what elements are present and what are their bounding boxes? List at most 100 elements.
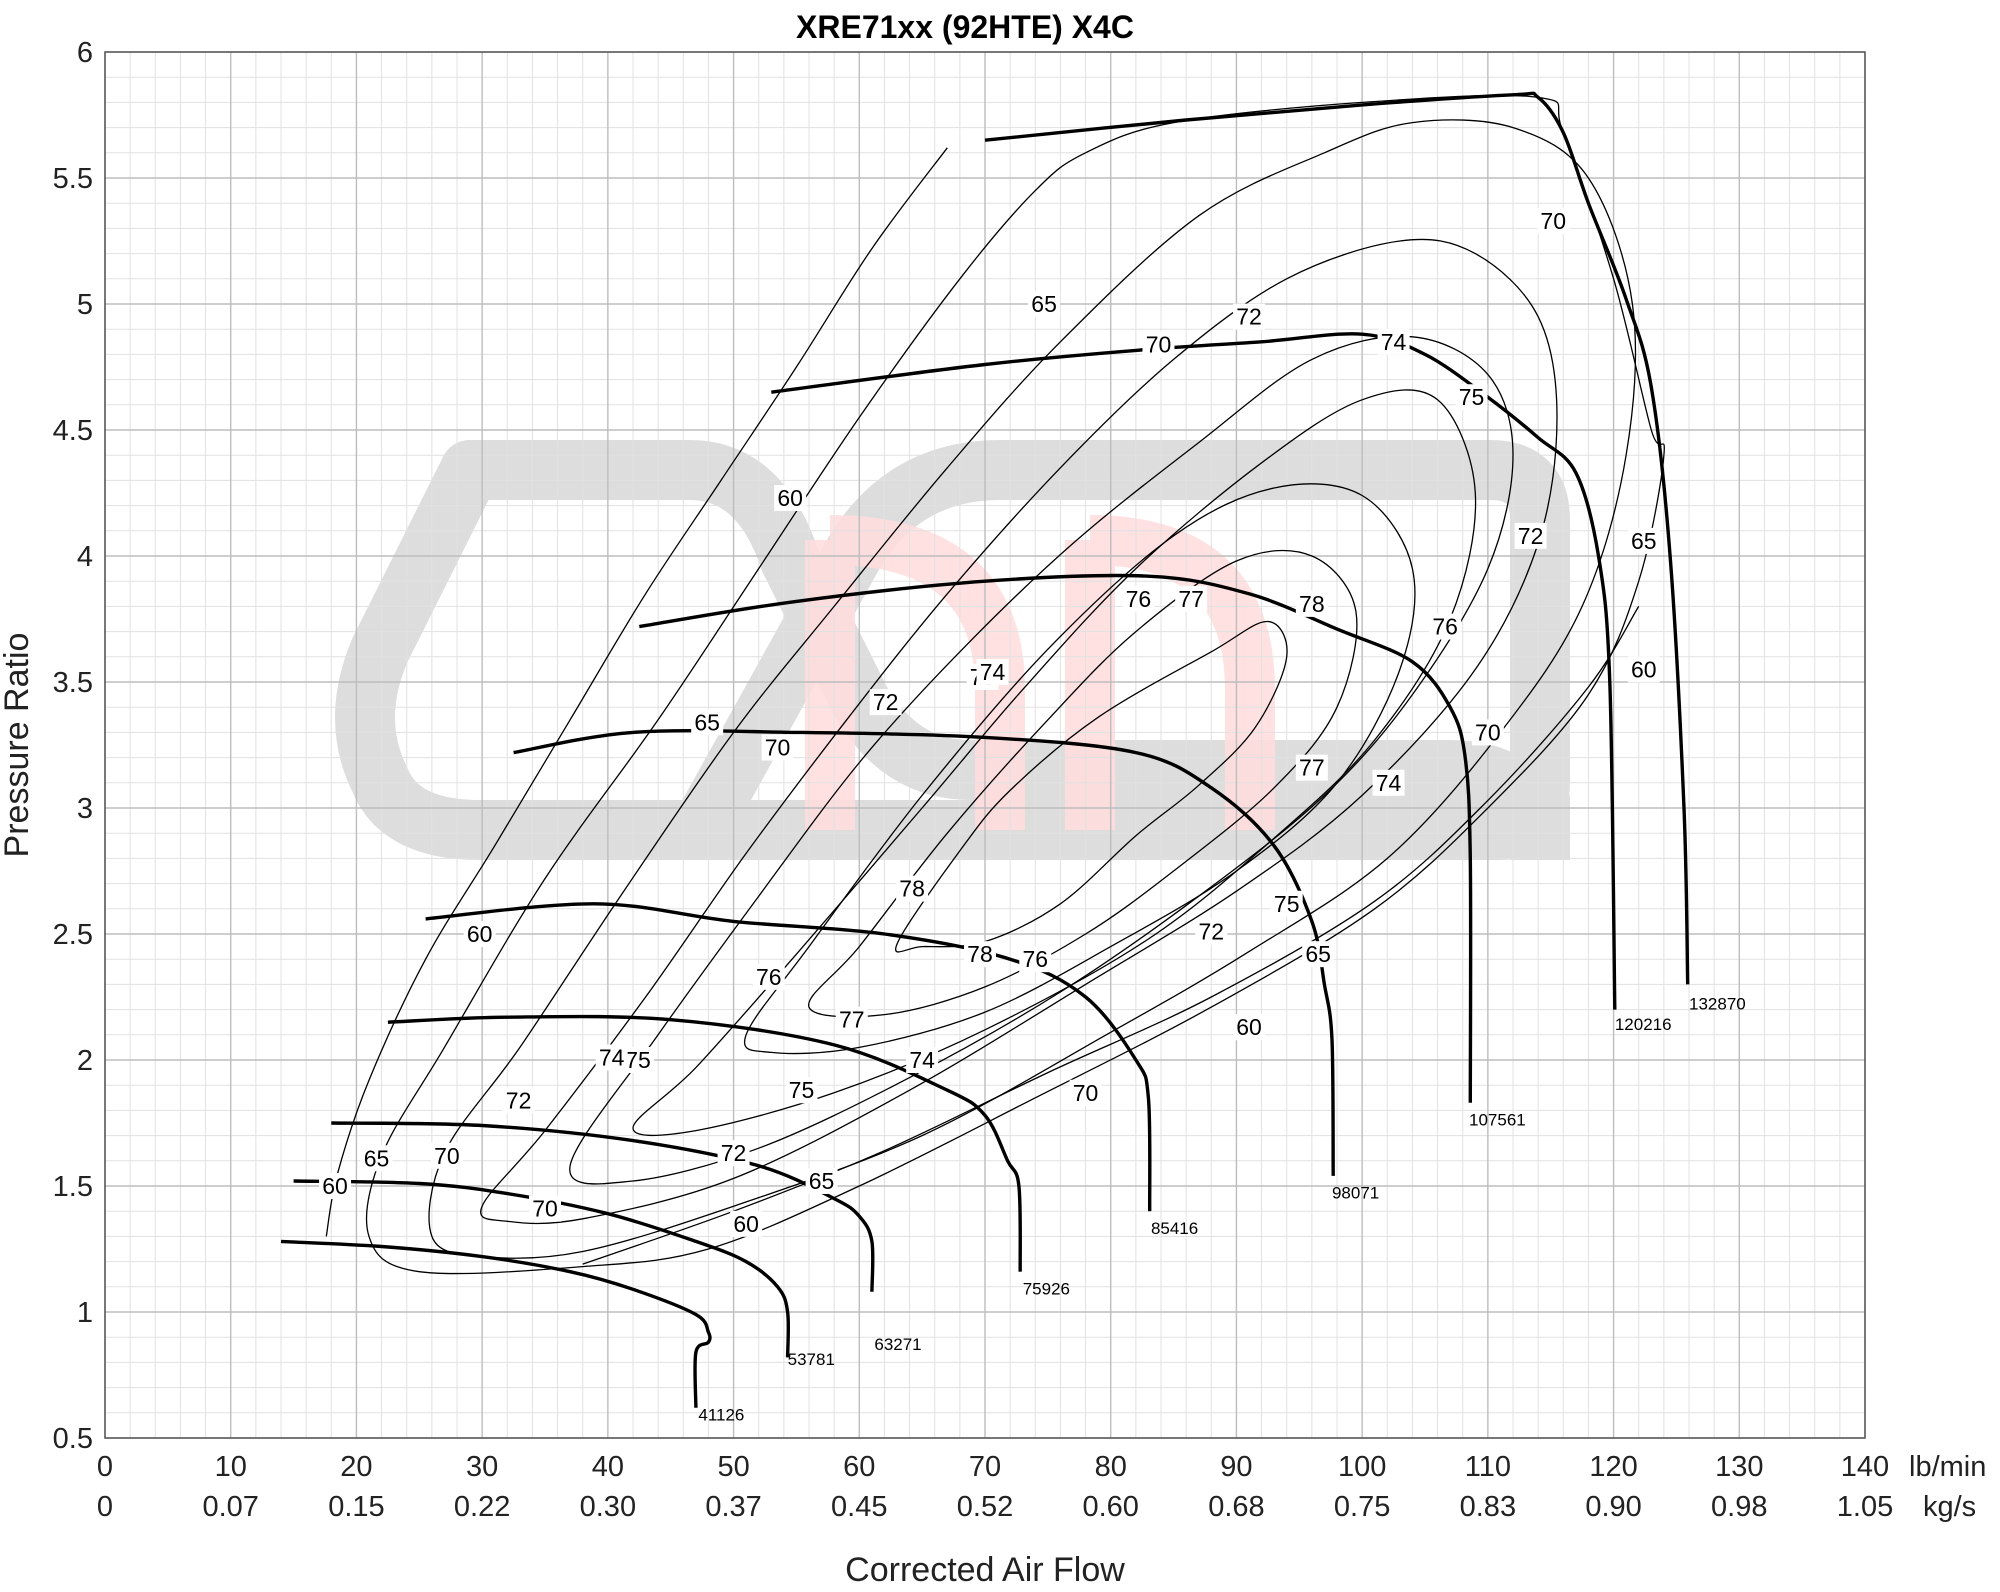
efficiency-label-76: 76 bbox=[1022, 946, 1048, 972]
x-tick-label-secondary: 0.30 bbox=[580, 1491, 636, 1523]
x-tick-label: 70 bbox=[969, 1451, 1001, 1483]
speed-line-41126 bbox=[280, 1239, 712, 1408]
speed-line-label-85416: 85416 bbox=[1151, 1219, 1198, 1238]
efficiency-label-65: 65 bbox=[694, 709, 720, 735]
y-tick-label: 5 bbox=[77, 289, 93, 321]
speed-line-label-98071: 98071 bbox=[1332, 1184, 1379, 1203]
efficiency-label-bg bbox=[1455, 384, 1488, 411]
x-tick-label-secondary: 0.83 bbox=[1460, 1491, 1516, 1523]
efficiency-label-76: 76 bbox=[756, 964, 782, 990]
efficiency-island-76 bbox=[743, 483, 1416, 1055]
efficiency-label-bg bbox=[869, 689, 902, 716]
x-tick-label: 0 bbox=[97, 1451, 113, 1483]
efficiency-label-bg bbox=[976, 658, 1009, 685]
efficiency-label-bg bbox=[752, 963, 785, 990]
efficiency-island-74 bbox=[569, 335, 1514, 1185]
efficiency-label-bg bbox=[595, 1044, 628, 1071]
efficiency-label-72: 72 bbox=[506, 1087, 532, 1113]
efficiency-label-74: 74 bbox=[1381, 329, 1407, 355]
x-tick-label: 20 bbox=[340, 1451, 372, 1483]
x-tick-label-secondary: 0.52 bbox=[957, 1491, 1013, 1523]
efficiency-labels: 7878787777777676767675757575757474747474… bbox=[319, 207, 1660, 1237]
efficiency-label-60: 60 bbox=[1631, 656, 1657, 682]
efficiency-island-78 bbox=[895, 620, 1288, 953]
efficiency-label-72: 72 bbox=[873, 689, 899, 715]
x-axis-label: Corrected Air Flow bbox=[845, 1551, 1125, 1589]
efficiency-label-70: 70 bbox=[434, 1143, 460, 1169]
efficiency-label-bg bbox=[1302, 941, 1335, 968]
speed-line-label-107561: 107561 bbox=[1469, 1111, 1526, 1130]
speed-line-label-63271: 63271 bbox=[874, 1335, 921, 1354]
efficiency-island-75 bbox=[632, 389, 1477, 1137]
efficiency-label-75: 75 bbox=[1274, 891, 1300, 917]
y-tick-label: 1.5 bbox=[53, 1171, 93, 1203]
x-tick-label: 10 bbox=[215, 1451, 247, 1483]
efficiency-label-70: 70 bbox=[1073, 1080, 1099, 1106]
speed-line-120216 bbox=[771, 332, 1617, 1010]
efficiency-label-bg bbox=[502, 1087, 535, 1114]
efficiency-label-60: 60 bbox=[467, 921, 493, 947]
efficiency-label-72: 72 bbox=[1236, 304, 1262, 330]
efficiency-label-bg bbox=[1069, 1079, 1102, 1106]
grid-major bbox=[104, 51, 1866, 1439]
efficiency-label-72: 72 bbox=[1198, 918, 1224, 944]
efficiency-label-bg bbox=[1295, 754, 1328, 781]
efficiency-label-bg bbox=[529, 1195, 561, 1222]
efficiency-label-bg bbox=[730, 1210, 763, 1237]
x-tick-label: 50 bbox=[717, 1451, 749, 1483]
efficiency-label-bg bbox=[691, 709, 724, 736]
x-tick-label: 120 bbox=[1589, 1451, 1637, 1483]
x-tick-label: 30 bbox=[466, 1451, 498, 1483]
efficiency-label-77: 77 bbox=[1178, 586, 1204, 612]
y-tick-label: 1 bbox=[77, 1297, 93, 1329]
efficiency-label-77: 77 bbox=[1299, 755, 1325, 781]
efficiency-label-72: 72 bbox=[721, 1140, 747, 1166]
efficiency-label-bg bbox=[906, 1047, 939, 1073]
efficiency-label-bg bbox=[1019, 946, 1052, 973]
x-tick-label-secondary: 0.60 bbox=[1082, 1491, 1138, 1523]
y-tick-label: 3 bbox=[77, 793, 93, 825]
y-axis-label: Pressure Ratio bbox=[0, 633, 36, 858]
efficiency-label-70: 70 bbox=[765, 735, 791, 761]
efficiency-label-78: 78 bbox=[967, 941, 993, 967]
efficiency-label-70: 70 bbox=[532, 1196, 558, 1222]
x-tick-label-secondary: 0.22 bbox=[454, 1491, 510, 1523]
efficiency-label-bg bbox=[1233, 1014, 1265, 1041]
efficiency-label-70: 70 bbox=[1540, 208, 1566, 234]
efficiency-label-70: 70 bbox=[1146, 331, 1172, 357]
x-tick-label-secondary: 0.98 bbox=[1711, 1491, 1767, 1523]
x-tick-label: 110 bbox=[1465, 1451, 1511, 1483]
x-tick-label-secondary: 0.45 bbox=[831, 1491, 887, 1523]
efficiency-label-78: 78 bbox=[1299, 591, 1325, 617]
y-tick-label: 2.5 bbox=[53, 919, 93, 951]
efficiency-label-65: 65 bbox=[1631, 528, 1657, 554]
efficiency-label-bg bbox=[360, 1145, 393, 1172]
efficiency-label-76: 76 bbox=[1432, 614, 1458, 640]
efficiency-label-bg bbox=[1028, 291, 1061, 317]
speed-line-75926 bbox=[387, 1014, 1022, 1272]
efficiency-label-60: 60 bbox=[1236, 1014, 1262, 1040]
speed-line-107561 bbox=[639, 573, 1473, 1103]
speed-line-label-41126: 41126 bbox=[698, 1405, 744, 1424]
x-unit-secondary: kg/s bbox=[1923, 1491, 1976, 1523]
speed-line-53781 bbox=[293, 1179, 791, 1358]
axis-ticks: 0 0 10 0.07 20 0.15 30 0.22 40 0.30 50 0.37 60 0.45 70… bbox=[53, 37, 1894, 1523]
y-tick-label: 4.5 bbox=[53, 415, 93, 447]
x-tick-label-secondary: 0.90 bbox=[1585, 1491, 1641, 1523]
speed-line-label-75926: 75926 bbox=[1023, 1279, 1070, 1298]
speed-line-label-120216: 120216 bbox=[1615, 1015, 1672, 1034]
efficiency-label-bg bbox=[319, 1173, 352, 1199]
y-tick-label: 2 bbox=[77, 1045, 93, 1077]
efficiency-label-75: 75 bbox=[1459, 384, 1485, 410]
efficiency-label-bg bbox=[717, 1140, 750, 1167]
speed-line-85416 bbox=[425, 902, 1152, 1212]
efficiency-label-bg bbox=[1195, 918, 1228, 945]
efficiency-label-60: 60 bbox=[733, 1211, 759, 1237]
efficiency-label-bg bbox=[1429, 613, 1462, 640]
x-tick-label-secondary: 0.15 bbox=[328, 1491, 384, 1523]
x-tick-label: 60 bbox=[843, 1451, 875, 1483]
x-tick-label-secondary: 0.37 bbox=[705, 1491, 761, 1523]
efficiency-label-bg bbox=[1627, 656, 1660, 683]
efficiency-label-65: 65 bbox=[1305, 941, 1331, 967]
efficiency-label-74: 74 bbox=[599, 1044, 625, 1070]
